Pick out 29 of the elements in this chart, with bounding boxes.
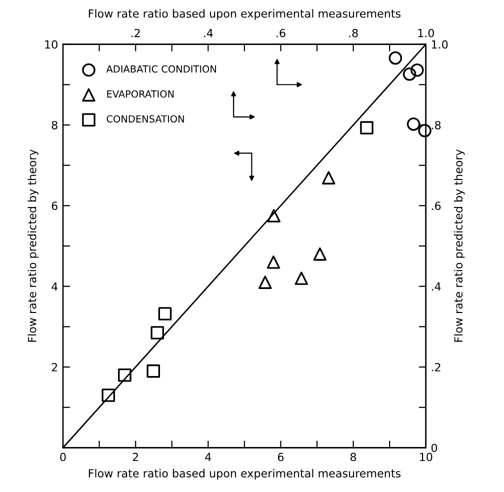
- x2-tick-label: .2: [131, 28, 140, 38]
- y-tick-label: 2: [52, 363, 58, 372]
- y2-axis-title: Flow rate ratio predicted by theory: [454, 149, 465, 342]
- x2-tick-label: 1.0: [418, 28, 434, 38]
- x-tick-label: 2: [132, 452, 138, 462]
- y-tick-label: 4: [52, 282, 58, 291]
- y2-tick-label: .2: [432, 363, 440, 372]
- x-tick-label: 6: [278, 452, 284, 462]
- x-tick-label: 8: [350, 452, 356, 462]
- x2-tick-label: .8: [349, 28, 358, 38]
- y-axis-title: Flow rate ratio predicted by theory: [28, 149, 38, 342]
- y-tick-label: 10: [45, 40, 58, 49]
- legend-label: CONDENSATION: [106, 115, 184, 123]
- y2-tick-label: .6: [432, 202, 441, 210]
- y-tick-label: 6: [52, 202, 58, 210]
- y2-tick-label: .8: [432, 120, 441, 130]
- x-tick-label: 4: [205, 452, 212, 462]
- legend-label: EVAPORATION: [107, 90, 174, 98]
- x2-tick-label: .4: [204, 29, 213, 38]
- y2-tick-label: .4: [432, 282, 441, 291]
- legend-label: ADIABATIC CONDITION: [106, 65, 216, 73]
- x2-axis-title: Flow rate ratio based upon experimental measurements: [88, 9, 401, 20]
- x2-tick-label: .6: [276, 28, 286, 38]
- y2-tick-label: 0: [431, 444, 438, 452]
- y2-tick-label: 1.0: [432, 40, 448, 49]
- x-axis-title: Flow rate ratio based upon experimental measurements: [88, 468, 401, 480]
- y-tick-label: 8: [52, 120, 58, 130]
- x-tick-label: 0: [60, 452, 66, 462]
- x-tick-label: 10: [420, 452, 432, 462]
